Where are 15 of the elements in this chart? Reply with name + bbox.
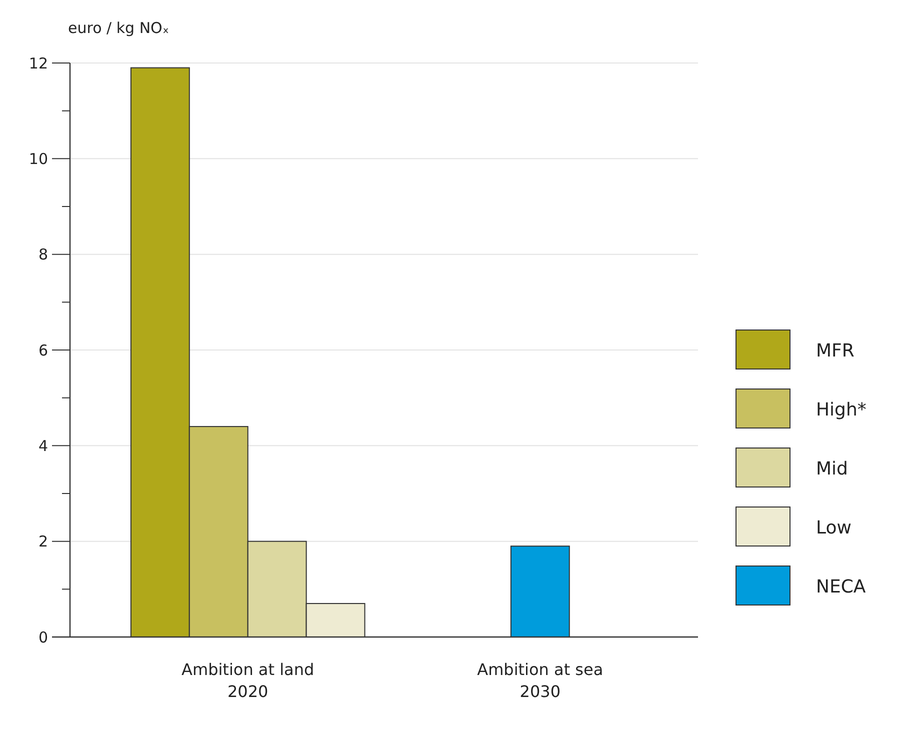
legend-label: High*	[816, 399, 866, 420]
y-tick-label: 8	[38, 246, 48, 264]
y-tick-label: 2	[38, 532, 48, 551]
legend-label: NECA	[816, 576, 866, 598]
y-axis-title: euro / kg NOₓ	[68, 19, 170, 37]
y-tick-label: 4	[38, 436, 48, 455]
y-tick-label: 10	[28, 150, 48, 168]
x-tick-label: Ambition at land 2020	[182, 660, 314, 701]
x-tick-label: Ambition at sea 2030	[477, 660, 604, 701]
y-tick-label: 0	[38, 628, 48, 646]
legend-label: MFR	[816, 340, 854, 362]
legend-label: Mid	[816, 458, 848, 480]
y-tick-label: 12	[28, 54, 48, 72]
legend-label: Low	[816, 517, 852, 538]
y-tick-label: 6	[38, 341, 48, 360]
